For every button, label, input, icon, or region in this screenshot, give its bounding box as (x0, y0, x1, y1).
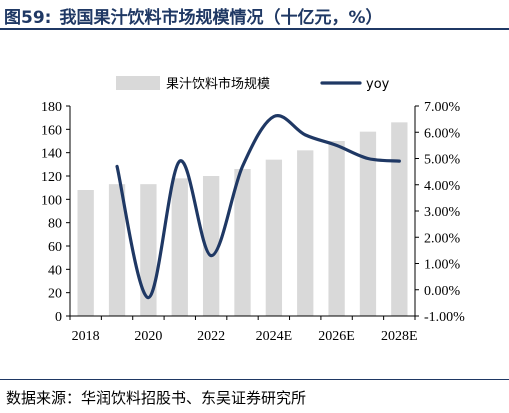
y-right-tick-label: 5.00% (424, 153, 461, 168)
bar-2025E (297, 150, 314, 316)
axes: 0 20 40 60 80 100 120 140 160 180 -1.00% 0.00% 1.00%… (41, 100, 465, 344)
bar-2023 (234, 169, 251, 316)
y-left-tick-label: 100 (41, 193, 62, 208)
bar-2020 (140, 184, 157, 316)
legend: 果汁饮料市场规模 yoy (116, 76, 390, 92)
yoy-line (115, 114, 401, 300)
source-divider (0, 379, 509, 380)
x-tick-label: 2022 (197, 329, 225, 344)
y-left-tick-label: 20 (48, 287, 62, 302)
y-right-tick-label: 7.00% (424, 100, 461, 115)
x-tick-label: 2018 (72, 329, 100, 344)
y-right-tick-label: 2.00% (424, 231, 461, 246)
y-left-tick-label: 180 (41, 100, 62, 115)
bar-2026E (328, 141, 345, 316)
y-left-tick-label: 140 (41, 147, 62, 162)
y-right-tick-label: -1.00% (424, 310, 465, 325)
legend-bar-swatch (116, 76, 160, 90)
y-right-tick-label: 4.00% (424, 179, 461, 194)
figure-number: 图59: (4, 8, 52, 28)
x-tick-label: 2024E (256, 329, 293, 344)
source-note: 数据来源：华润饮料招股书、东吴证券研究所 (6, 389, 307, 407)
y-left-tick-label: 0 (55, 310, 62, 325)
x-tick-label: 2026E (318, 329, 355, 344)
y-left-tick-label: 80 (48, 217, 62, 232)
y-right-tick-label: 1.00% (424, 258, 461, 273)
bar-2019 (108, 184, 126, 316)
bar-series (77, 122, 408, 316)
line-series (115, 114, 401, 300)
title-divider (0, 28, 509, 30)
bar-2021 (171, 178, 188, 316)
y-left-tick-label: 40 (48, 263, 62, 278)
bar-2024E (265, 159, 283, 316)
bar-2028E (391, 122, 408, 316)
y-left-tick-label: 120 (41, 170, 62, 185)
x-tick-label: 2028E (381, 329, 418, 344)
figure-title: 图59: 我国果汁饮料市场规模情况（十亿元，%） (4, 3, 383, 28)
y-right-tick-label: 0.00% (424, 284, 461, 299)
y-right-tick-label: 3.00% (424, 205, 461, 220)
bar-2018 (77, 190, 94, 316)
y-right-tick-label: 6.00% (424, 126, 461, 141)
figure-title-text: 我国果汁饮料市场规模情况（十亿元，%） (59, 8, 383, 28)
y-left-tick-label: 60 (48, 240, 62, 255)
x-tick-label: 2020 (134, 329, 162, 344)
legend-bar-label: 果汁饮料市场规模 (166, 76, 270, 92)
y-left-tick-label: 160 (41, 123, 62, 138)
bar-2027E (359, 131, 377, 316)
legend-line-label: yoy (366, 77, 390, 92)
bar-2022 (202, 176, 220, 316)
